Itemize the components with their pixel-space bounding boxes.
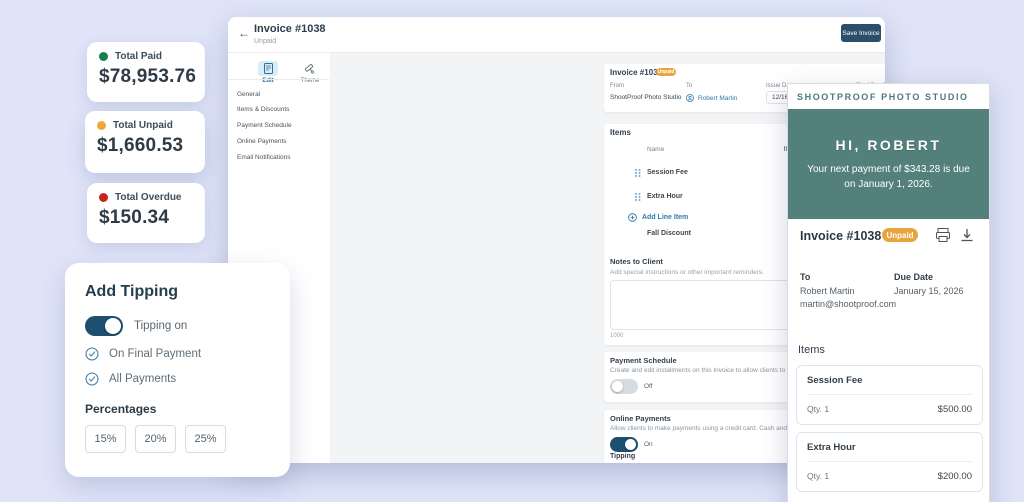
notes-char-count: 1000 (610, 333, 624, 339)
preview-due-date-value: January 15, 2026 (894, 286, 964, 296)
invoice-number-heading: Invoice #1038 (610, 68, 663, 77)
check-circle-icon (85, 347, 99, 361)
total-unpaid-label: Total Unpaid (113, 120, 173, 131)
editor-title: Invoice #1038 (254, 23, 326, 35)
editor-header: ← Invoice #1038 Unpaid Save Invoice (228, 17, 885, 53)
total-unpaid-card: Total Unpaid $1,660.53 (85, 111, 205, 173)
tipping-toggle[interactable] (85, 316, 123, 336)
preview-item-qty: Qty. 1 (807, 404, 830, 414)
add-line-item-button[interactable]: Add Line Item (628, 213, 688, 222)
preview-item-price: $500.00 (937, 404, 972, 415)
total-paid-card: Total Paid $78,953.76 (87, 42, 205, 102)
preview-hero-banner: HI, ROBERT Your next payment of $343.28 … (788, 109, 989, 219)
option-label: On Final Payment (109, 348, 202, 360)
preview-item-qty: Qty. 1 (807, 471, 830, 481)
from-value: ShootProof Photo Studio (610, 94, 682, 101)
preview-item-name: Extra Hour (807, 442, 856, 453)
item-row-name: Extra Hour (647, 193, 683, 200)
add-tipping-card: Add Tipping Tipping on On Final Payment … (65, 263, 290, 477)
unpaid-status-dot (97, 121, 106, 130)
drag-handle-icon[interactable] (634, 168, 641, 178)
preview-items-heading: Items (798, 344, 825, 356)
back-arrow-icon[interactable]: ← (238, 26, 250, 40)
sidebar-item-items-discounts[interactable]: Items & Discounts (237, 106, 290, 113)
sidebar-item-payment-schedule[interactable]: Payment Schedule (237, 122, 292, 129)
theme-paint-roller-icon (300, 61, 320, 76)
total-overdue-value: $150.34 (99, 207, 170, 228)
overdue-status-dot (99, 193, 108, 202)
check-circle-icon (85, 372, 99, 386)
notes-heading: Notes to Client (610, 257, 663, 266)
tab-edit-label: Edit (262, 78, 274, 84)
option-all-payments[interactable]: All Payments (85, 372, 270, 386)
to-label: To (686, 83, 693, 89)
preview-item-card: Session Fee Qty. 1 $500.00 (796, 365, 983, 425)
studio-brand-header: SHOOTPROOF PHOTO STUDIO (788, 84, 989, 109)
total-overdue-label: Total Overdue (115, 192, 182, 203)
discount-row-name: Fall Discount (647, 230, 691, 237)
tipping-toggle-label: Tipping on (134, 320, 188, 332)
add-tipping-title: Add Tipping (85, 283, 179, 300)
online-payments-heading: Online Payments (610, 414, 671, 423)
sidebar-item-general[interactable]: General (237, 91, 261, 98)
sidebar-item-email-notifications[interactable]: Email Notifications (237, 154, 291, 161)
greeting-text: HI, ROBERT (835, 136, 942, 153)
option-on-final-payment[interactable]: On Final Payment (85, 347, 270, 361)
plus-circle-icon (628, 213, 637, 222)
percent-15-button[interactable]: 15% (85, 425, 126, 453)
item-row-name: Session Fee (647, 169, 688, 176)
online-payments-toggle-label: On (644, 441, 653, 448)
total-overdue-card: Total Overdue $150.34 (87, 183, 205, 243)
option-label: All Payments (109, 373, 177, 385)
notes-hint: Add special instructions or other import… (610, 269, 764, 276)
preview-to-label: To (800, 272, 811, 282)
total-paid-value: $78,953.76 (99, 66, 197, 87)
issue-date-label: Issue Date (766, 83, 795, 89)
from-label: From (610, 83, 624, 89)
total-paid-label: Total Paid (115, 51, 163, 62)
editor-status: Unpaid (254, 38, 277, 45)
print-icon[interactable] (935, 227, 951, 243)
save-invoice-button[interactable]: Save Invoice (841, 24, 881, 42)
divider (807, 394, 972, 395)
preview-status-badge: Unpaid (882, 228, 918, 242)
edit-document-icon (258, 61, 278, 76)
divider (807, 461, 972, 462)
tab-theme[interactable]: Theme (292, 61, 328, 84)
person-icon (686, 94, 694, 102)
col-name: Name (647, 146, 665, 153)
tab-edit[interactable]: Edit (250, 61, 286, 84)
tipping-section-heading: Tipping (610, 453, 636, 460)
payment-schedule-description: Create and edit installments on this Inv… (610, 367, 864, 374)
online-payments-toggle[interactable] (610, 437, 638, 452)
percentages-label: Percentages (85, 402, 157, 416)
add-line-item-label: Add Line Item (642, 214, 689, 221)
to-client-link[interactable]: Robert Martin (698, 94, 738, 102)
tab-theme-label: Theme (300, 78, 320, 84)
percent-25-button[interactable]: 25% (185, 425, 226, 453)
items-heading: Items (610, 128, 631, 137)
to-field[interactable]: Robert Martin (686, 94, 737, 102)
online-payments-description: Allow clients to make payments using a c… (610, 425, 885, 432)
preview-to-email: martin@shootproof.com (800, 299, 897, 309)
payment-schedule-heading: Payment Schedule (610, 356, 677, 365)
status-badge: Unpaid (656, 68, 676, 76)
percent-20-button[interactable]: 20% (135, 425, 176, 453)
total-unpaid-value: $1,660.53 (97, 135, 184, 156)
preview-to-name: Robert Martin (800, 286, 855, 296)
preview-item-name: Session Fee (807, 375, 863, 386)
payment-schedule-toggle-label: Off (644, 383, 653, 390)
preview-invoice-title: Invoice #1038 (800, 229, 882, 243)
drag-handle-icon[interactable] (634, 192, 641, 202)
client-invoice-preview: SHOOTPROOF PHOTO STUDIO HI, ROBERT Your … (787, 83, 990, 502)
download-icon[interactable] (959, 227, 975, 243)
preview-item-card: Extra Hour Qty. 1 $200.00 (796, 432, 983, 492)
payment-schedule-toggle[interactable] (610, 379, 638, 394)
preview-item-price: $200.00 (937, 471, 972, 482)
sidebar-divider (228, 79, 329, 80)
paid-status-dot (99, 52, 108, 61)
sidebar-item-online-payments[interactable]: Online Payments (237, 138, 287, 145)
payment-due-message: Your next payment of $343.28 is due on J… (807, 163, 970, 190)
preview-due-date-label: Due Date (894, 272, 934, 282)
